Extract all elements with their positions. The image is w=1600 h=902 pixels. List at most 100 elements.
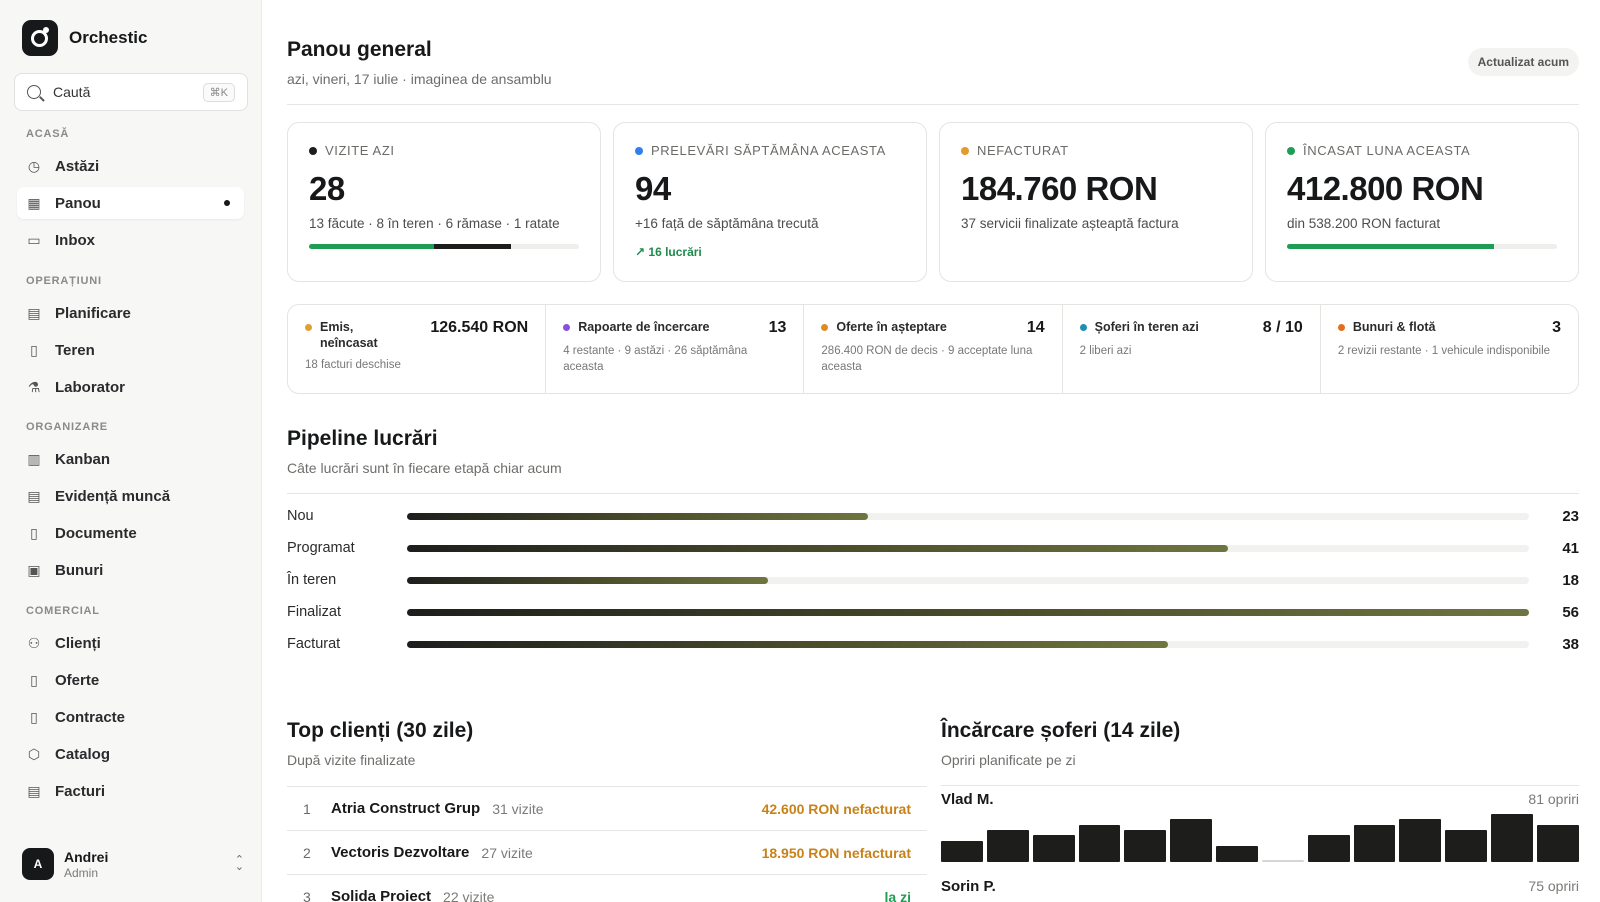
kpi-subtext: 13 făcute · 8 în teren · 6 rămase · 1 ra… (309, 216, 560, 231)
driver-stops: 75 opriri (1528, 878, 1579, 894)
kpi-label-text: ÎNCASAT LUNA ACEASTA (1303, 143, 1471, 158)
stat-cell[interactable]: Bunuri & flotă 3 2 revizii restante · 1 ve… (1321, 305, 1578, 393)
kanban-icon: ▥ (27, 451, 41, 467)
sidebar-item[interactable]: ▣ Bunuri (17, 554, 244, 586)
pipeline-row[interactable]: Finalizat 56 (287, 602, 1579, 622)
clock-icon: ◷ (27, 158, 41, 174)
pipeline-bar (407, 608, 1529, 616)
divider (287, 493, 1579, 494)
pipeline-bar (407, 640, 1169, 648)
kpi-value: 412.800 RON (1287, 170, 1484, 207)
sidebar-item-label: Kanban (55, 450, 111, 468)
sidebar-item-label: Oferte (55, 671, 100, 689)
stat-cell[interactable]: Oferte în așteptare 14 286.400 RON de deci… (804, 305, 1063, 393)
stat-cell[interactable]: Rapoarte de încercare 13 4 restante · 9 as… (546, 305, 805, 393)
sidebar-item[interactable]: ▤ Facturi (17, 775, 244, 807)
progress-segment (434, 244, 512, 249)
pipeline-title: Pipeline lucrări (287, 427, 438, 450)
pipeline-stage-label: Programat (287, 540, 355, 556)
sidebar-item-label: Planificare (55, 304, 131, 322)
pipeline-row[interactable]: Facturat 38 (287, 634, 1579, 654)
driver-name: Vlad M. (941, 791, 994, 808)
table-row[interactable]: 2 Vectoris Dezvoltare 27 vizite 18.950 RON … (287, 830, 927, 874)
sidebar-item[interactable]: ⚗ Laborator (17, 371, 244, 403)
stat-label: Rapoarte de încercare (563, 319, 710, 335)
pipeline-value: 38 (1562, 635, 1579, 653)
day-bar (941, 841, 983, 862)
pipeline-row[interactable]: În teren 18 (287, 570, 1579, 590)
user-role: Admin (64, 865, 99, 880)
sidebar-item[interactable]: ▯ Documente (17, 517, 244, 549)
search-input[interactable]: Caută ⌘K (14, 73, 248, 111)
stat-cell[interactable]: Emis, neîncasat 126.540 RON 18 facturi des… (288, 305, 547, 393)
phone-icon: ▯ (30, 342, 38, 358)
stat-label-text: Bunuri & flotă (1352, 320, 1436, 334)
sidebar-item[interactable]: ▯ Oferte (17, 664, 244, 696)
client-amount: 18.950 RON nefacturat (761, 844, 911, 861)
driver-row[interactable]: Sorin P. 75 opriri (941, 878, 1579, 895)
sidebar-item[interactable]: ▤ Evidență muncă (17, 480, 244, 512)
stat-label-text: Rapoarte de încercare (578, 320, 710, 334)
client-rank: 3 (303, 888, 311, 902)
stat-label-text: Emis, neîncasat (320, 320, 378, 350)
sidebar-item[interactable]: ▥ Kanban (17, 443, 244, 475)
sidebar-item[interactable]: ⚇ Clienți (17, 627, 244, 659)
divider (287, 104, 1579, 105)
status-dot-icon (635, 146, 643, 155)
pipeline-stage-label: Nou (287, 508, 314, 524)
sidebar-item[interactable]: ▭ Inbox (17, 224, 244, 256)
kpi-card[interactable]: VIZITE AZI 28 13 făcute · 8 în teren · 6 r… (287, 122, 601, 282)
kpi-label: ÎNCASAT LUNA ACEASTA (1287, 143, 1557, 158)
sidebar-item[interactable]: ▦ Panou (17, 187, 244, 219)
flask-icon: ⚗ (27, 379, 41, 395)
day-bar (1353, 825, 1396, 862)
pipeline-row[interactable]: Nou 23 (287, 506, 1579, 526)
file-icon: ▯ (30, 525, 38, 541)
user-menu[interactable]: A Andrei Admin ⌃ ⌄ (22, 848, 244, 880)
kpi-subtext: 37 servicii finalizate așteaptă factura (961, 216, 1179, 231)
kpi-subtext: +16 față de săptămâna trecută (635, 216, 819, 231)
day-bar (1536, 825, 1579, 862)
sidebar-item-label: Laborator (55, 378, 126, 396)
sidebar-item[interactable]: ◷ Astăzi (17, 150, 244, 182)
table-row[interactable]: 3 Solida Proiect 22 vizite la zi (287, 874, 927, 902)
stat-value: 8 / 10 (1262, 319, 1303, 336)
drivers-subtitle: Opriri planificate pe zi (941, 752, 1076, 768)
day-bar (986, 830, 1029, 862)
sidebar-item[interactable]: ▤ Planificare (17, 297, 244, 329)
kpi-card[interactable]: PRELEVĂRI SĂPTĂMÂNA ACEASTA 94 +16 față de… (613, 122, 927, 282)
pipeline-row[interactable]: Programat 41 (287, 538, 1579, 558)
stat-label-text: Șoferi în teren azi (1094, 320, 1199, 334)
stat-value: 3 (1552, 319, 1562, 336)
orchestic-logo-icon (22, 20, 58, 56)
pipeline-bar (407, 544, 1229, 552)
updated-badge[interactable]: Actualizat acum (1467, 48, 1579, 76)
pipeline-value: 18 (1562, 571, 1579, 589)
stat-value: 14 (1026, 319, 1045, 336)
progress-segment (1287, 244, 1495, 249)
pipeline-bar-track (407, 544, 1529, 552)
brand[interactable]: Orchestic (22, 20, 147, 56)
driver-row[interactable]: Vlad M. 81 opriri (941, 791, 1579, 862)
stat-description: 286.400 RON de decis · 9 acceptate luna … (821, 345, 1033, 373)
top-clients-list: 1 Atria Construct Grup 31 vizite 42.600 RON… (287, 786, 927, 902)
table-row[interactable]: 1 Atria Construct Grup 31 vizite 42.600 RON… (287, 786, 927, 830)
nav-section-title: ACASĂ (26, 128, 70, 140)
chevron-up-down-icon[interactable]: ⌃ ⌄ (234, 854, 244, 873)
pipeline-stage-label: În teren (287, 572, 337, 588)
kpi-card[interactable]: NEFACTURAT 184.760 RON 37 servicii finaliz… (939, 122, 1253, 282)
status-dot-icon (1337, 324, 1345, 331)
calendar-icon: ▤ (27, 305, 41, 321)
stat-value: 13 (768, 319, 787, 336)
sidebar-item[interactable]: ⬡ Catalog (17, 738, 244, 770)
top-clients-subtitle: După vizite finalizate (287, 752, 416, 768)
top-clients-title: Top clienți (30 zile) (287, 719, 474, 742)
stat-cell[interactable]: Șoferi în teren azi 8 / 10 2 liberi azi (1063, 305, 1321, 393)
status-dot-icon (821, 324, 829, 331)
trend-badge: ↗ 16 lucrări (635, 245, 702, 259)
kpi-card[interactable]: ÎNCASAT LUNA ACEASTA 412.800 RON din 538.2… (1265, 122, 1579, 282)
pipeline-bar-track (407, 608, 1529, 616)
sidebar-item[interactable]: ▯ Contracte (17, 701, 244, 733)
sidebar-item[interactable]: ▯ Teren (17, 334, 244, 366)
day-bar (1078, 825, 1121, 862)
